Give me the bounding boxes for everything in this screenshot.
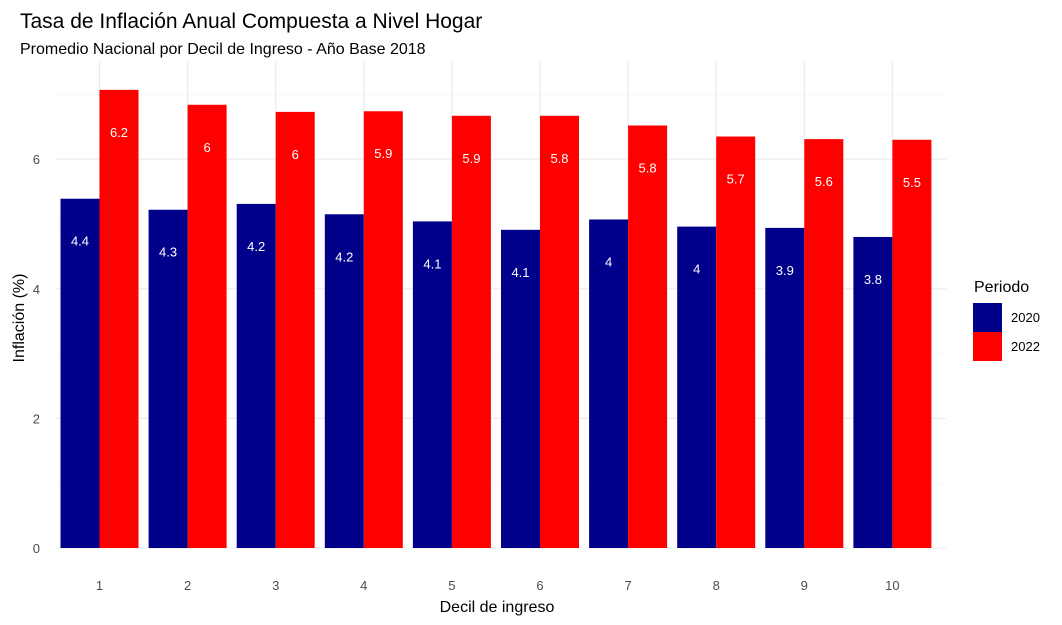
x-tick-label: 6 <box>536 578 543 593</box>
data-label: 4.1 <box>423 256 441 271</box>
bar-2020-9 <box>765 227 805 548</box>
data-label: 6.2 <box>110 125 128 140</box>
bar-2022-1 <box>99 89 139 548</box>
bar-2020-2 <box>148 209 188 548</box>
bar-2022-8 <box>716 136 756 548</box>
bar-2020-4 <box>324 214 364 548</box>
x-tick-label: 2 <box>184 578 191 593</box>
data-label: 4.2 <box>247 239 265 254</box>
y-tick-label: 2 <box>33 411 40 426</box>
bar-2022-10 <box>892 139 932 548</box>
x-tick-label: 8 <box>713 578 720 593</box>
bar-2022-3 <box>275 111 315 549</box>
bar-2022-9 <box>804 139 844 548</box>
legend-swatch-2022 <box>973 332 1002 361</box>
data-label: 5.8 <box>639 161 657 176</box>
x-tick-label: 10 <box>885 578 899 593</box>
data-label: 4 <box>693 262 700 277</box>
x-tick-label: 5 <box>448 578 455 593</box>
x-tick-label: 3 <box>272 578 279 593</box>
legend-title: Periodo <box>974 279 1029 296</box>
bar-2022-6 <box>540 115 579 548</box>
y-tick-label: 6 <box>33 152 40 167</box>
data-label: 5.8 <box>550 151 568 166</box>
data-label: 4.3 <box>159 245 177 260</box>
x-tick-label: 9 <box>801 578 808 593</box>
data-label: 5.6 <box>815 174 833 189</box>
chart-title: Tasa de Inflación Anual Compuesta a Nive… <box>20 10 482 33</box>
data-label: 4.1 <box>511 265 529 280</box>
data-label: 4.4 <box>71 234 89 249</box>
data-label: 5.7 <box>727 172 745 187</box>
bar-2020-6 <box>501 229 540 548</box>
y-axis-ticks: 0 2 4 6 <box>33 152 40 556</box>
x-tick-label: 7 <box>624 578 631 593</box>
data-label: 5.5 <box>903 175 921 190</box>
data-label: 4.2 <box>335 249 353 264</box>
y-tick-label: 0 <box>33 541 40 556</box>
bar-2020-8 <box>677 226 717 549</box>
data-label: 4 <box>605 254 612 269</box>
x-axis-title: Decil de ingreso <box>440 599 555 616</box>
x-tick-label: 1 <box>96 578 103 593</box>
bar-2020-7 <box>589 219 629 549</box>
y-axis-title: Inflación (%) <box>11 274 28 363</box>
bars <box>60 89 932 549</box>
chart-subtitle: Promedio Nacional por Decil de Ingreso -… <box>20 41 426 58</box>
bar-2020-5 <box>412 221 452 548</box>
x-axis-ticks: 1 2 3 4 5 6 7 8 9 10 <box>96 578 900 593</box>
bar-2020-3 <box>236 203 276 549</box>
legend: Periodo 2020 2022 <box>973 279 1040 361</box>
data-label: 3.8 <box>864 272 882 287</box>
bar-2022-5 <box>451 115 491 548</box>
legend-items: 2020 2022 <box>973 303 1040 361</box>
y-tick-label: 4 <box>33 282 40 297</box>
data-label: 3.9 <box>776 263 794 278</box>
data-label: 6 <box>292 147 299 162</box>
bar-2022-2 <box>187 104 227 548</box>
bar-2020-10 <box>853 236 893 548</box>
legend-swatch-2020 <box>973 303 1002 332</box>
data-label: 6 <box>203 140 210 155</box>
data-labels: 4.4 4.3 4.2 4.2 4.1 4.1 4 4 3.9 3.8 6.2 6 6 5.9 5.9 5.8… <box>71 125 921 287</box>
bar-2022-4 <box>363 111 403 549</box>
legend-label: 2022 <box>1011 339 1040 354</box>
legend-label: 2020 <box>1011 310 1040 325</box>
data-label: 5.9 <box>374 146 392 161</box>
bar-2020-1 <box>60 198 100 548</box>
bar-2022-7 <box>628 125 668 548</box>
data-label: 5.9 <box>462 151 480 166</box>
x-tick-label: 4 <box>360 578 367 593</box>
